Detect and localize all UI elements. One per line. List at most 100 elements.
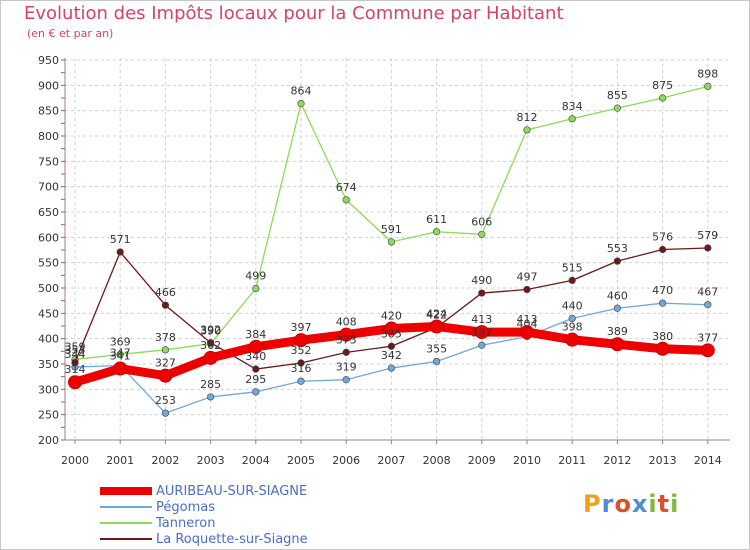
- data-point: [387, 342, 396, 350]
- data-point: [655, 341, 670, 356]
- y-tick-label: 800: [38, 130, 59, 143]
- data-label: 385: [381, 327, 402, 340]
- legend-label: Pégomas: [156, 500, 215, 515]
- data-label: 834: [562, 100, 583, 113]
- data-point: [565, 332, 580, 347]
- x-tick-label: 2007: [377, 454, 405, 467]
- data-point: [387, 238, 396, 246]
- data-label: 295: [245, 373, 266, 386]
- data-label: 855: [607, 89, 628, 102]
- data-label: 606: [471, 215, 492, 228]
- data-point: [429, 319, 444, 334]
- x-tick-label: 2003: [197, 454, 225, 467]
- data-point: [68, 375, 82, 390]
- data-point: [339, 327, 354, 342]
- data-point: [613, 257, 622, 265]
- y-tick-label: 450: [38, 307, 59, 320]
- y-tick-label: 650: [38, 206, 59, 219]
- data-point: [474, 325, 489, 340]
- chart-subtitle: (en € et par an): [27, 27, 114, 40]
- logo-letter: o: [614, 490, 632, 518]
- data-label: 340: [245, 350, 266, 363]
- x-tick-label: 2002: [151, 454, 179, 467]
- legend-label: AURIBEAU-SUR-SIAGNE: [156, 484, 308, 499]
- logo-letter: x: [631, 490, 649, 518]
- y-tick-label: 300: [38, 383, 59, 396]
- x-tick-label: 2001: [106, 454, 134, 467]
- y-tick-label: 200: [38, 434, 59, 447]
- data-label: 353: [65, 343, 86, 356]
- data-point: [523, 285, 531, 294]
- data-point: [523, 126, 531, 134]
- y-tick-label: 500: [38, 282, 59, 295]
- data-point: [568, 276, 576, 285]
- x-tick-label: 2009: [468, 454, 496, 467]
- data-label: 413: [517, 313, 538, 326]
- x-tick-label: 2010: [513, 454, 541, 467]
- legend-swatch: [100, 506, 152, 508]
- data-label: 392: [200, 324, 221, 337]
- data-label: 347: [110, 347, 131, 360]
- logo-letter: i: [670, 490, 680, 518]
- y-tick-label: 700: [38, 181, 59, 194]
- logo-letter: P: [583, 490, 602, 518]
- data-point: [252, 365, 260, 373]
- data-label: 408: [336, 316, 357, 329]
- data-label: 369: [110, 335, 131, 348]
- data-point: [613, 104, 622, 112]
- data-label: 898: [697, 67, 718, 80]
- data-label: 440: [562, 299, 583, 312]
- data-point: [658, 245, 667, 254]
- data-point: [116, 350, 124, 358]
- data-point: [113, 361, 128, 376]
- y-tick-label: 750: [38, 155, 59, 168]
- data-label: 387: [471, 326, 492, 339]
- data-label: 373: [336, 333, 357, 346]
- logo-letter: i: [648, 490, 658, 518]
- data-point: [478, 341, 486, 349]
- data-point: [161, 346, 169, 354]
- data-point: [207, 393, 215, 401]
- data-label: 499: [245, 270, 266, 283]
- data-point: [433, 228, 441, 236]
- legend-swatch: [100, 522, 152, 524]
- data-point: [252, 388, 260, 396]
- logo-letter: t: [657, 490, 671, 518]
- plot-area: [65, 58, 730, 440]
- data-label: 327: [155, 357, 176, 370]
- data-point: [658, 94, 667, 102]
- y-tick-label: 350: [38, 358, 59, 371]
- data-label: 352: [291, 344, 312, 357]
- data-label: 579: [697, 229, 718, 242]
- y-tick-label: 250: [38, 409, 59, 422]
- data-point: [342, 376, 350, 384]
- y-tick-label: 900: [38, 79, 59, 92]
- data-label: 253: [155, 394, 176, 407]
- data-point: [161, 301, 169, 309]
- data-point: [704, 244, 712, 252]
- data-label: 389: [607, 325, 628, 338]
- x-tick-label: 2013: [649, 454, 677, 467]
- x-tick-label: 2005: [287, 454, 315, 467]
- data-point: [158, 368, 173, 383]
- data-point: [297, 359, 305, 367]
- legend-swatch: [100, 538, 152, 540]
- data-label: 397: [291, 321, 312, 334]
- chart-title: Evolution des Impôts locaux pour la Comm…: [24, 3, 564, 24]
- data-label: 497: [517, 271, 538, 284]
- data-point: [248, 339, 263, 354]
- x-tick-label: 2014: [694, 454, 722, 467]
- data-label: 342: [381, 349, 402, 362]
- data-label: 490: [471, 274, 492, 287]
- data-point: [700, 343, 715, 358]
- x-tick-label: 2006: [332, 454, 360, 467]
- data-label: 344: [65, 348, 86, 361]
- data-point: [613, 304, 622, 312]
- data-point: [207, 339, 215, 347]
- data-label: 355: [426, 342, 447, 355]
- data-point: [568, 314, 576, 323]
- y-tick-label: 850: [38, 105, 59, 118]
- data-label: 460: [607, 289, 628, 302]
- logo-letter: r: [601, 490, 615, 518]
- x-tick-label: 2000: [61, 454, 89, 467]
